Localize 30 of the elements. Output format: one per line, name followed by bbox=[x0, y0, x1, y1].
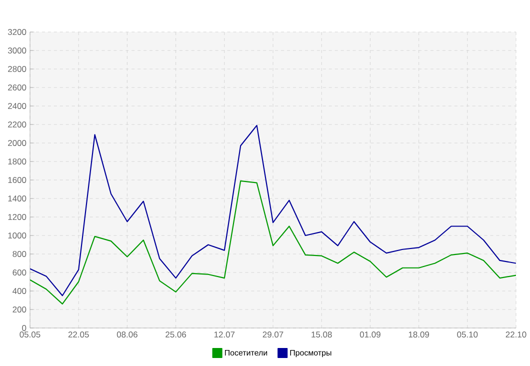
x-tick-label: 08.06 bbox=[116, 332, 138, 338]
x-tick-label: 18.09 bbox=[408, 332, 429, 338]
y-tick-label: 2000 bbox=[8, 140, 26, 146]
x-tick-label: 01.09 bbox=[360, 332, 380, 338]
y-tick-label: 600 bbox=[12, 270, 26, 276]
y-tick-label: 200 bbox=[12, 306, 26, 312]
y-tick-label: 2400 bbox=[8, 103, 26, 109]
x-tick-label: 22.10 bbox=[506, 332, 526, 338]
line-series bbox=[30, 124, 516, 296]
x-tick-label: 12.07 bbox=[214, 332, 235, 338]
y-tick-label: 3000 bbox=[8, 48, 26, 54]
y-tick-label: 1200 bbox=[8, 214, 26, 220]
y-tick-label: 2800 bbox=[8, 66, 26, 72]
y-tick-label: 0 bbox=[22, 325, 26, 331]
x-tick-label: 05.05 bbox=[20, 332, 40, 338]
y-tick-label: 1000 bbox=[8, 232, 26, 238]
line-series bbox=[30, 180, 516, 304]
y-tick-label: 400 bbox=[12, 288, 26, 294]
y-tick-label: 1400 bbox=[8, 196, 26, 202]
y-tick-label: 2600 bbox=[8, 84, 26, 90]
x-tick-label: 05.10 bbox=[457, 332, 478, 338]
x-tick-label: 25.06 bbox=[166, 332, 186, 338]
x-tick-label: 22.05 bbox=[68, 332, 89, 338]
y-tick-label: 800 bbox=[12, 251, 26, 257]
y-tick-label: 1600 bbox=[8, 177, 26, 183]
y-tick-label: 2200 bbox=[8, 122, 26, 128]
y-tick-label: 1800 bbox=[8, 158, 26, 164]
x-tick-label: 15.08 bbox=[312, 332, 332, 338]
x-tick-label: 29.07 bbox=[262, 332, 284, 338]
y-tick-label: 3200 bbox=[8, 29, 26, 35]
